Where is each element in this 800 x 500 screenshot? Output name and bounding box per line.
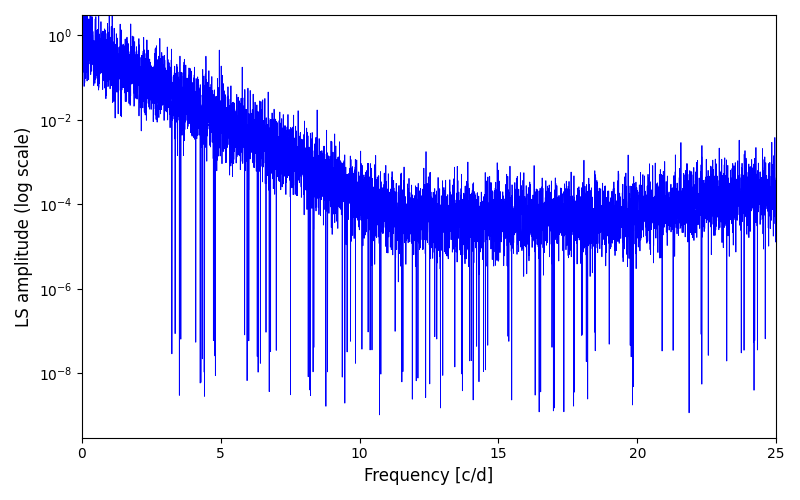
Y-axis label: LS amplitude (log scale): LS amplitude (log scale) bbox=[15, 126, 33, 326]
X-axis label: Frequency [c/d]: Frequency [c/d] bbox=[364, 467, 494, 485]
